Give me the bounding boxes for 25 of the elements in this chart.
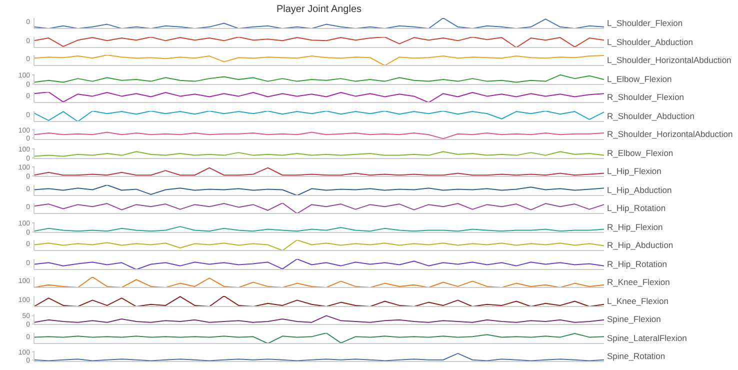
- chart-title: Player Joint Angles: [275, 4, 363, 15]
- series-label: L_Knee_Flexion: [607, 294, 668, 308]
- series-label: R_Hip_Abduction: [607, 239, 674, 252]
- line-series: [34, 352, 604, 362]
- series-label: R_Shoulder_Abduction: [607, 110, 694, 122]
- line-series: [34, 74, 604, 82]
- series-label: R_Shoulder_Flexion: [607, 91, 684, 104]
- series-label: L_Shoulder_HorizontalAbduction: [607, 54, 732, 67]
- line-series: [34, 315, 604, 323]
- series-label: Spine_Rotation: [607, 350, 666, 363]
- series-label: R_Hip_Rotation: [607, 258, 668, 270]
- series-label: R_Knee_Flexion: [607, 276, 670, 289]
- series-label: R_Hip_Flexion: [607, 220, 663, 234]
- series-label: L_Elbow_Flexion: [607, 72, 672, 86]
- series-label: Spine_LateralFlexion: [607, 332, 687, 344]
- series-label: L_Hip_Rotation: [607, 202, 666, 215]
- series-label: L_Shoulder_Abduction: [607, 36, 694, 48]
- series-label: L_Shoulder_Flexion: [607, 17, 683, 30]
- series-label: Spine_Flexion: [607, 313, 661, 326]
- line-series: [34, 167, 604, 176]
- series-label: R_Shoulder_HorizontalAbduction: [607, 128, 733, 141]
- series-label: L_Hip_Flexion: [607, 165, 662, 178]
- line-series: [34, 132, 604, 140]
- series-label: L_Hip_Abduction: [607, 184, 672, 196]
- series-label: R_Elbow_Flexion: [607, 146, 674, 160]
